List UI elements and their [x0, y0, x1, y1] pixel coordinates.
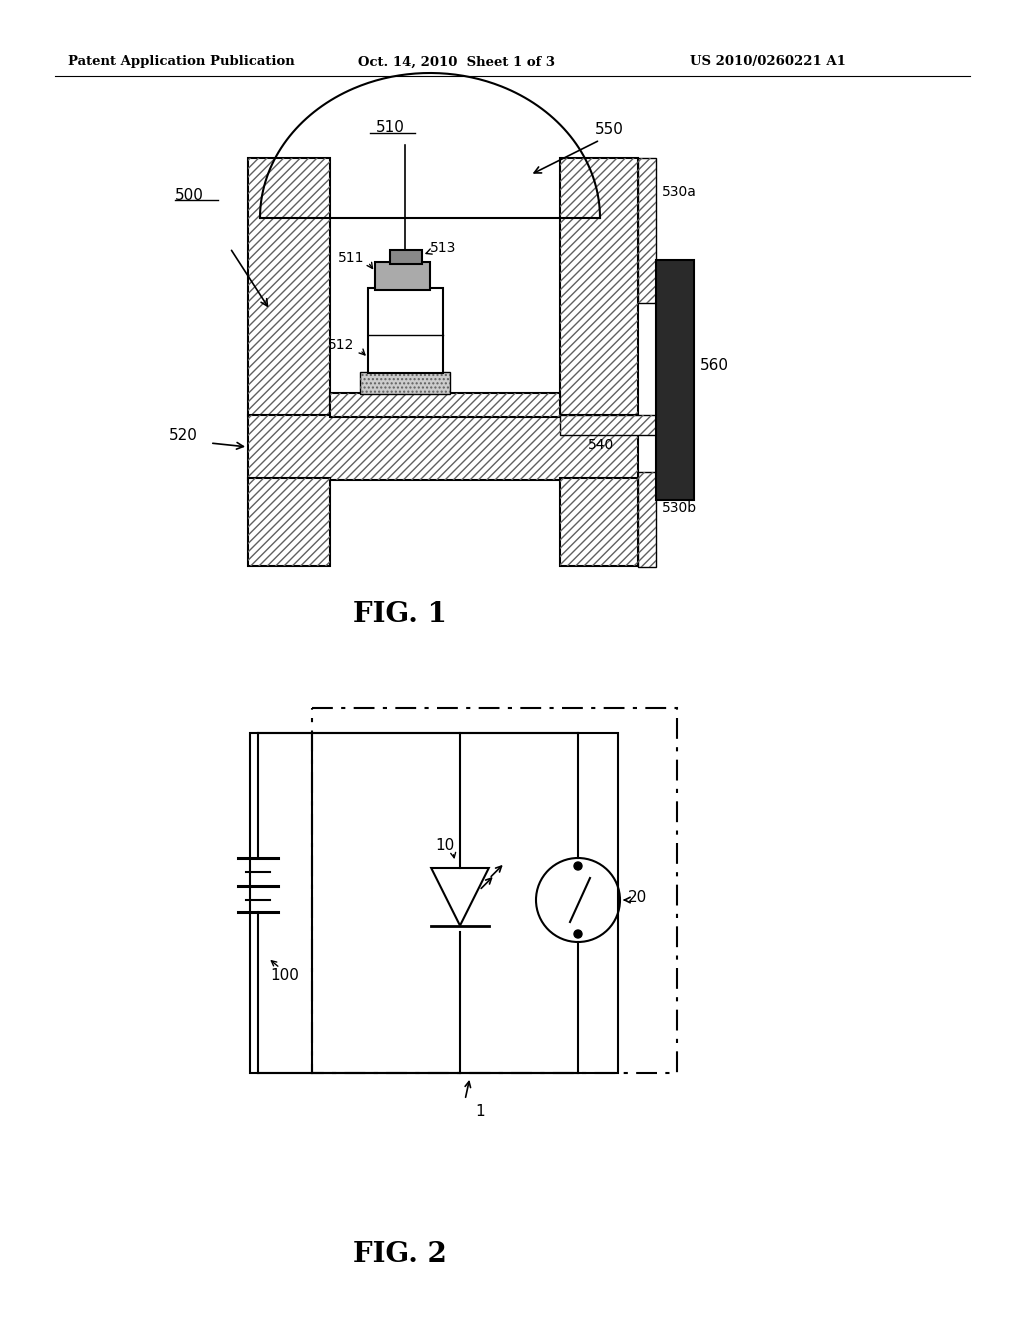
- Bar: [250, 733, 618, 1073]
- Text: 500: 500: [175, 187, 204, 202]
- Bar: [368, 288, 443, 374]
- Bar: [330, 393, 560, 417]
- Text: 550: 550: [595, 123, 624, 137]
- Bar: [248, 478, 330, 566]
- Bar: [248, 478, 330, 566]
- Bar: [638, 158, 656, 304]
- Bar: [360, 372, 450, 393]
- Text: FIG. 1: FIG. 1: [353, 601, 446, 627]
- Text: 100: 100: [270, 968, 299, 982]
- Bar: [638, 473, 656, 568]
- Text: 520: 520: [169, 428, 198, 442]
- Bar: [248, 158, 330, 416]
- Bar: [560, 158, 638, 416]
- Bar: [656, 260, 694, 500]
- Bar: [638, 473, 656, 568]
- Text: 560: 560: [700, 358, 729, 372]
- Text: Patent Application Publication: Patent Application Publication: [68, 55, 295, 69]
- Bar: [560, 414, 657, 436]
- Bar: [560, 414, 657, 436]
- Bar: [375, 261, 430, 290]
- Bar: [248, 414, 638, 480]
- Text: FIG. 2: FIG. 2: [353, 1242, 446, 1269]
- Bar: [248, 414, 638, 480]
- Text: 512: 512: [328, 338, 354, 352]
- Bar: [312, 708, 677, 1073]
- Text: 511: 511: [338, 251, 365, 265]
- Circle shape: [574, 862, 582, 870]
- Bar: [390, 249, 422, 264]
- Circle shape: [574, 931, 582, 939]
- Bar: [360, 372, 450, 393]
- Text: 530b: 530b: [662, 502, 697, 515]
- Bar: [560, 478, 638, 566]
- Text: 513: 513: [430, 242, 457, 255]
- Bar: [638, 158, 656, 304]
- Bar: [248, 158, 330, 416]
- Text: 20: 20: [628, 891, 647, 906]
- Bar: [560, 478, 638, 566]
- Text: 10: 10: [435, 837, 455, 853]
- Text: US 2010/0260221 A1: US 2010/0260221 A1: [690, 55, 846, 69]
- Bar: [330, 393, 560, 417]
- Bar: [560, 158, 638, 416]
- Text: 530a: 530a: [662, 185, 697, 199]
- Text: 510: 510: [376, 120, 404, 136]
- Text: 1: 1: [475, 1105, 484, 1119]
- Text: Oct. 14, 2010  Sheet 1 of 3: Oct. 14, 2010 Sheet 1 of 3: [358, 55, 555, 69]
- Text: 540: 540: [588, 438, 614, 451]
